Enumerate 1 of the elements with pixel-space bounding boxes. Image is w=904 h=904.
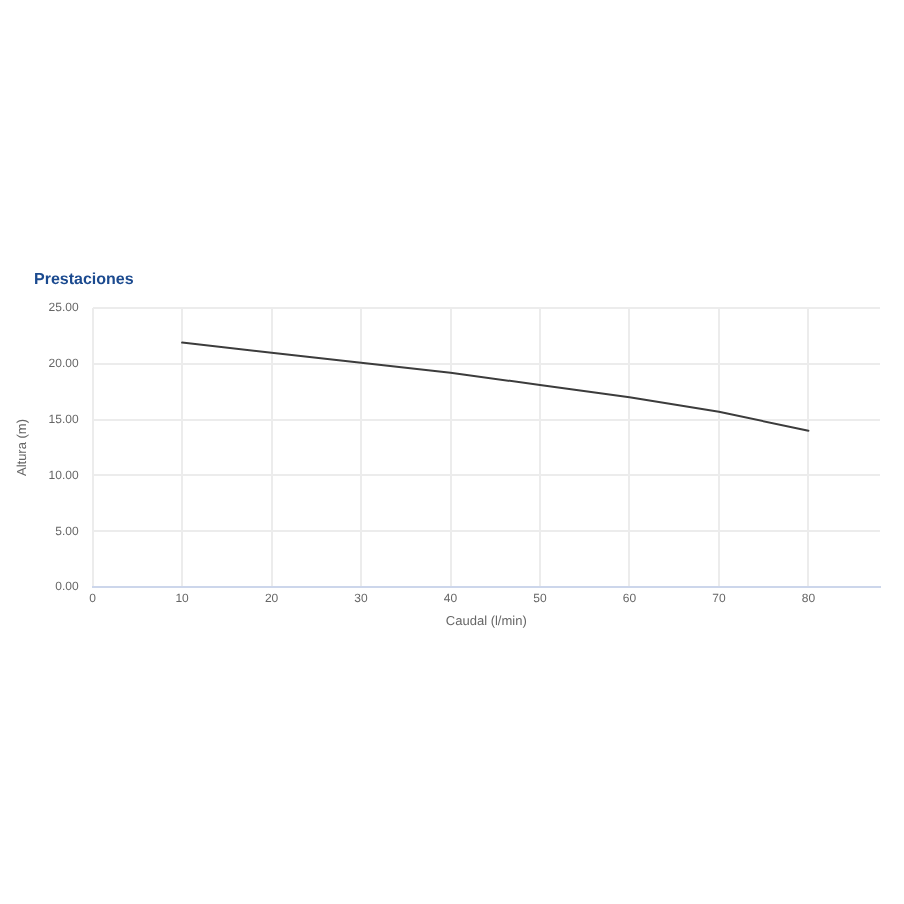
chart-title: Prestaciones: [34, 270, 134, 288]
